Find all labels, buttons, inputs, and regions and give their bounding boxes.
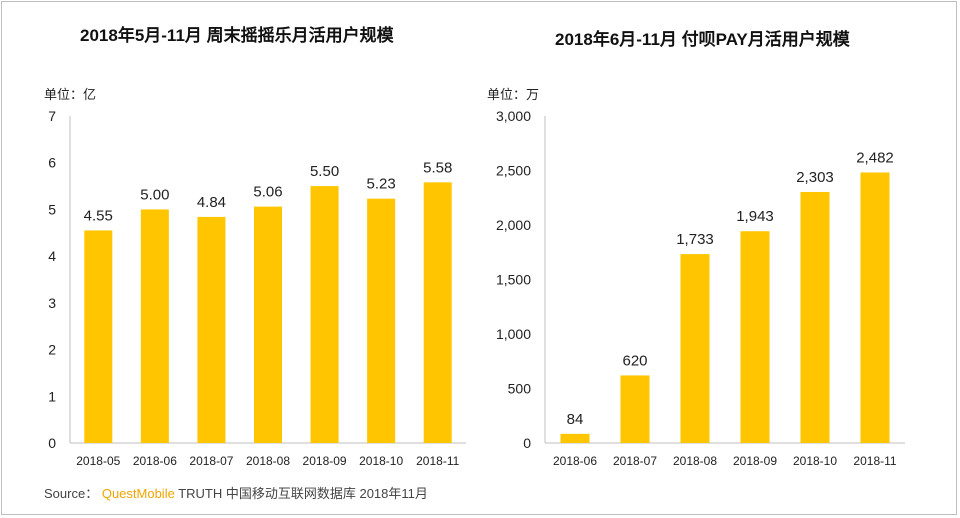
right-bar [800,191,830,443]
right-chart-title: 2018年6月-11月 付呗PAY月活用户规模 [555,30,850,49]
unit-value: 万 [526,87,540,102]
left-value-label: 5.06 [253,184,282,201]
left-y-tick-label: 3 [48,295,56,311]
right-bar [740,231,770,443]
unit-value: 亿 [83,87,97,102]
left-value-label: 5.00 [140,186,169,203]
right-bar [860,172,890,443]
right-value-label: 1,943 [736,208,774,225]
right-category-label: 2018-06 [553,454,597,468]
right-bar [620,375,650,443]
right-category-label: 2018-07 [613,454,657,468]
unit-prefix: 单位： [44,87,84,102]
left-bar [423,182,452,443]
right-y-tick-label: 3,000 [496,108,531,124]
right-value-label: 84 [567,411,584,428]
left-y-tick-label: 5 [48,201,56,217]
right-bar [680,254,710,443]
left-y-tick-label: 2 [48,342,56,358]
left-value-label: 5.50 [310,163,339,180]
source-text: TRUTH 中国移动互联网数据库 2018年11月 [174,486,428,501]
source-brand: QuestMobile [101,486,175,501]
right-unit-label: 单位：万 [487,84,539,103]
right-y-tick-label: 2,000 [496,217,531,233]
right-value-label: 1,733 [676,231,714,248]
left-value-label: 5.58 [423,159,452,176]
right-category-label: 2018-10 [793,454,837,468]
left-y-tick-label: 1 [48,388,56,404]
left-bar [254,206,282,443]
right-category-label: 2018-11 [853,454,896,468]
left-category-label: 2018-07 [189,454,233,468]
right-value-label: 2,303 [796,169,834,186]
left-category-label: 2018-05 [76,454,120,468]
right-y-tick-label: 1,000 [496,326,531,342]
left-category-label: 2018-10 [359,454,403,468]
left-chart-title: 2018年5月-11月 周末摇摇乐月活用户规模 [80,26,394,45]
source-label: Source： [44,486,99,501]
right-y-tick-label: 2,500 [496,163,531,179]
left-category-label: 2018-08 [246,454,290,468]
left-category-label: 2018-09 [303,454,347,468]
left-y-tick-label: 7 [48,108,56,124]
source-note: Source： QuestMobile TRUTH 中国移动互联网数据库 201… [44,483,428,502]
right-value-label: 620 [622,352,647,369]
left-bar [140,209,169,443]
left-unit-label: 单位：亿 [44,84,96,103]
left-category-label: 2018-06 [133,454,177,468]
left-y-tick-label: 6 [48,155,56,171]
left-bar [197,216,226,443]
right-value-label: 2,482 [856,149,894,166]
left-bar [310,186,339,444]
left-value-label: 4.84 [197,194,226,211]
right-y-tick-label: 0 [523,435,531,451]
right-y-tick-label: 1,500 [496,272,531,288]
right-category-label: 2018-08 [673,454,717,468]
left-bar [84,230,113,443]
unit-prefix: 单位： [487,87,527,102]
left-value-label: 4.55 [84,207,113,224]
left-bar [367,198,396,443]
right-y-tick-label: 500 [508,381,532,397]
left-y-tick-label: 0 [48,435,56,451]
left-value-label: 5.23 [367,176,396,193]
left-y-tick-label: 4 [48,248,56,264]
left-category-label: 2018-11 [416,454,459,468]
right-bar [560,433,590,443]
right-category-label: 2018-09 [733,454,777,468]
